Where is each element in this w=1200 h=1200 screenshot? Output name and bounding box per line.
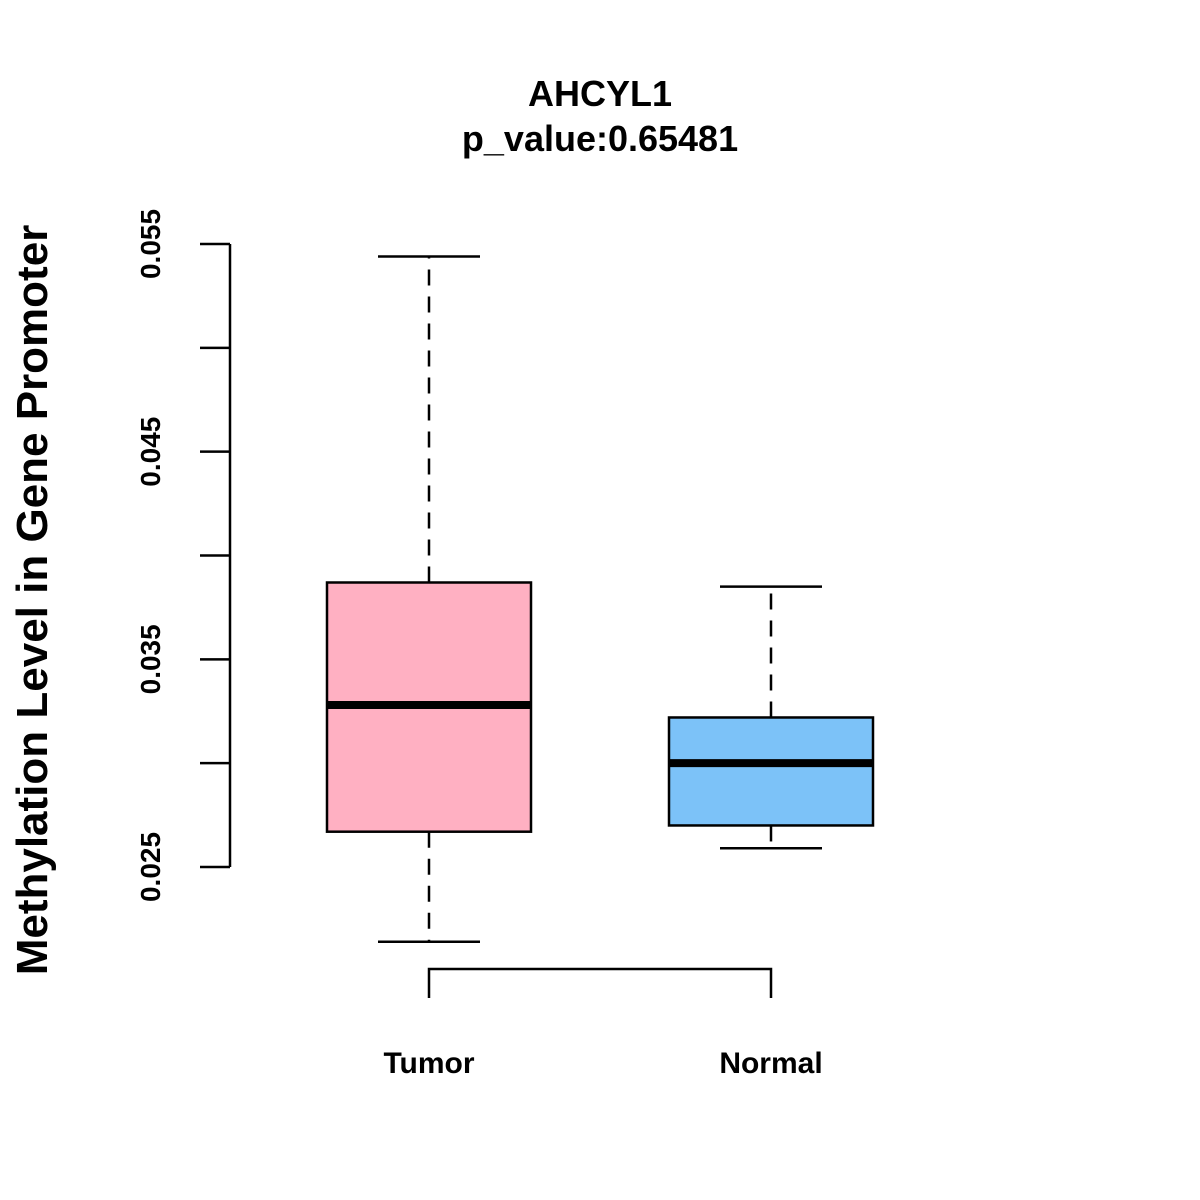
x-label-normal: Normal <box>719 1047 822 1080</box>
normal-box <box>667 716 875 827</box>
y-tick-label: 0.055 <box>135 209 166 279</box>
y-tick-label: 0.025 <box>135 832 166 902</box>
plot-area: 0.025 0.035 0.045 0.055 Tumor Normal <box>135 209 875 1080</box>
chart-subtitle: p_value:0.65481 <box>462 118 738 159</box>
y-tick-label: 0.045 <box>135 417 166 487</box>
x-label-tumor: Tumor <box>383 1047 474 1080</box>
y-axis-label: Methylation Level in Gene Promoter <box>8 225 57 976</box>
x-axis-bracket <box>427 967 773 998</box>
chart-title: AHCYL1 <box>528 73 672 114</box>
y-tick-label: 0.035 <box>135 624 166 694</box>
